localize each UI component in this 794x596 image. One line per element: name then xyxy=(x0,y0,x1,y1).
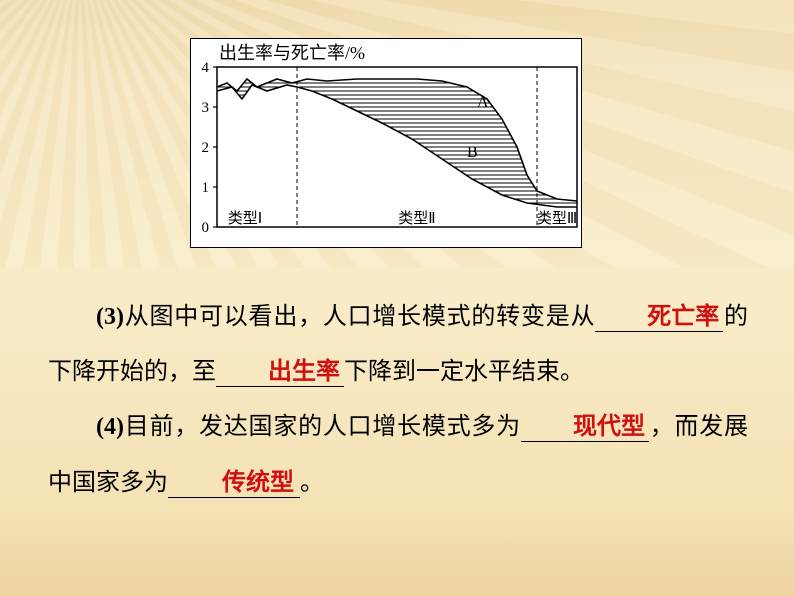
svg-text:类型Ⅱ: 类型Ⅱ xyxy=(398,210,435,227)
svg-text:4: 4 xyxy=(202,60,210,76)
question-text: (3)从图中可以看出，人口增长模式的转变是从死亡率的下降开始的，至出生率下降到一… xyxy=(48,290,748,511)
answer-2: 出生率 xyxy=(268,359,340,385)
q4-number: (4) xyxy=(96,414,124,440)
question-4: (4)目前，发达国家的人口增长模式多为现代型，而发展中国家多为传统型。 xyxy=(48,400,748,510)
blank-4: 传统型 xyxy=(168,471,300,498)
blank-3: 现代型 xyxy=(521,415,649,442)
q4-text-3: 。 xyxy=(300,470,324,496)
q3-text-1: 从图中可以看出，人口增长模式的转变是从 xyxy=(124,304,595,330)
answer-4: 传统型 xyxy=(222,470,294,496)
svg-text:2: 2 xyxy=(202,140,210,156)
svg-text:类型Ⅲ: 类型Ⅲ xyxy=(537,210,577,227)
answer-3: 现代型 xyxy=(573,414,645,440)
svg-text:类型Ⅰ: 类型Ⅰ xyxy=(228,210,262,227)
svg-text:1: 1 xyxy=(202,180,210,196)
q3-number: (3) xyxy=(96,304,124,330)
question-3: (3)从图中可以看出，人口增长模式的转变是从死亡率的下降开始的，至出生率下降到一… xyxy=(48,290,748,400)
answer-1: 死亡率 xyxy=(647,304,719,330)
blank-1: 死亡率 xyxy=(595,305,723,332)
chart-panel: 出生率与死亡率/% 0 1 2 3 4 类型Ⅰ 类型Ⅱ 类型Ⅲ A B xyxy=(190,38,582,248)
svg-text:0: 0 xyxy=(202,220,210,236)
svg-text:B: B xyxy=(467,144,478,161)
svg-text:3: 3 xyxy=(202,100,210,116)
q3-text-3: 下降到一定水平结束。 xyxy=(344,359,584,385)
svg-text:A: A xyxy=(477,94,489,111)
demographic-chart: 出生率与死亡率/% 0 1 2 3 4 类型Ⅰ 类型Ⅱ 类型Ⅲ A B xyxy=(191,39,583,249)
svg-text:出生率与死亡率/%: 出生率与死亡率/% xyxy=(219,43,365,63)
q4-text-1: 目前，发达国家的人口增长模式多为 xyxy=(124,414,521,440)
blank-2: 出生率 xyxy=(216,360,344,387)
